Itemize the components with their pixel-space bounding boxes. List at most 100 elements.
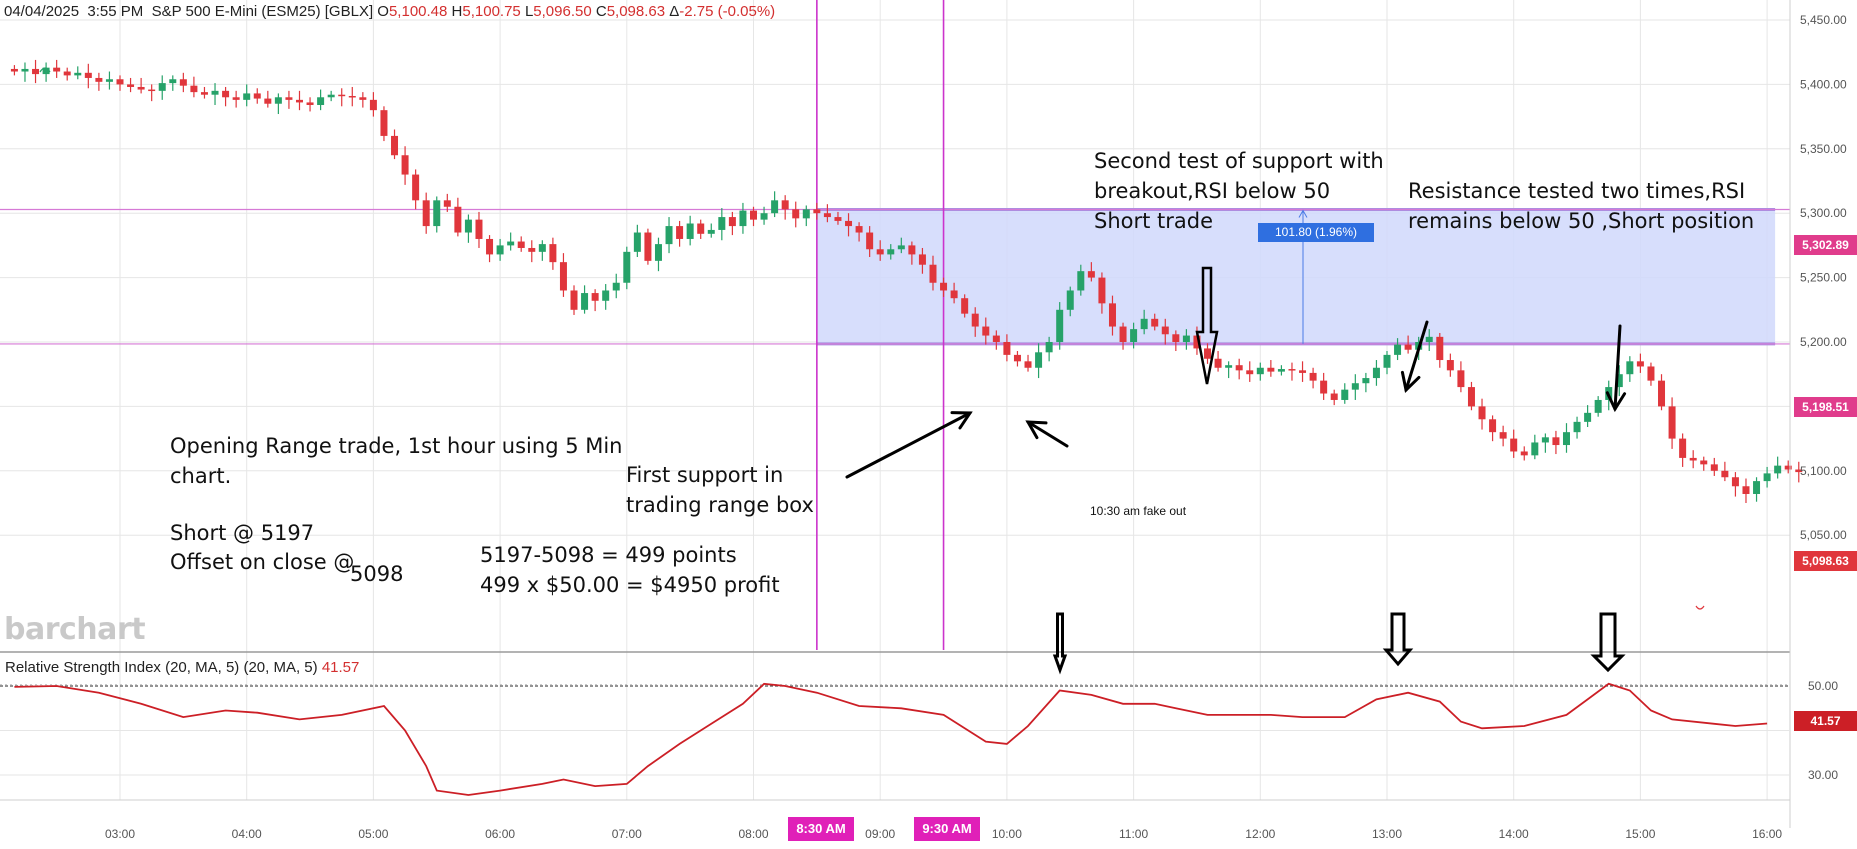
candle-up bbox=[1341, 389, 1349, 400]
candle-down bbox=[285, 97, 293, 100]
opening-range-note: Opening Range trade, 1st hour using 5 Mi… bbox=[170, 431, 623, 491]
candle-down bbox=[422, 200, 430, 227]
change-label: Δ bbox=[669, 3, 680, 20]
candle-down bbox=[32, 68, 40, 75]
candle-up bbox=[1531, 442, 1539, 456]
candle-down bbox=[53, 67, 61, 72]
second-test-note: Second test of support with breakout,RSI… bbox=[1094, 146, 1384, 236]
candle-down bbox=[697, 223, 705, 234]
candle-up bbox=[1077, 271, 1085, 291]
candle-up bbox=[243, 93, 251, 100]
low-marker bbox=[1695, 605, 1705, 610]
candle-down bbox=[940, 282, 948, 291]
resistance-test2-arrow bbox=[1613, 324, 1622, 411]
candle-up bbox=[1626, 361, 1634, 375]
candle-down bbox=[1288, 369, 1296, 371]
candle-up bbox=[538, 244, 546, 252]
candle-down bbox=[232, 97, 240, 100]
candle-up bbox=[612, 282, 620, 291]
candle-down bbox=[486, 238, 494, 255]
first-support-note: First support in trading range box bbox=[626, 460, 814, 520]
candle-down bbox=[1721, 470, 1729, 478]
candle-down bbox=[63, 71, 71, 76]
opening-range-line2: chart. bbox=[170, 464, 232, 488]
candle-down bbox=[222, 90, 230, 98]
candle-up bbox=[802, 209, 810, 219]
candle-up bbox=[211, 90, 219, 95]
candle-down bbox=[1235, 365, 1243, 371]
candle-down bbox=[1013, 354, 1021, 362]
fake-out-note: 10:30 am fake out bbox=[1090, 504, 1187, 518]
candle-up bbox=[581, 293, 589, 310]
candle-down bbox=[982, 326, 990, 336]
barchart-logo: barchart bbox=[4, 612, 146, 647]
candle-down bbox=[95, 77, 103, 82]
rsi-ma-label: (20, MA, 5) bbox=[243, 659, 318, 676]
candle-down bbox=[1204, 348, 1212, 359]
price-tick-label: 5,350.00 bbox=[1800, 142, 1847, 156]
candle-up bbox=[1615, 374, 1623, 388]
open-range-end-tag: 9:30 AM bbox=[914, 817, 980, 841]
candle-up bbox=[327, 94, 335, 98]
candle-up bbox=[760, 213, 768, 220]
candle-down bbox=[306, 102, 314, 106]
first-support-line1: First support in bbox=[626, 463, 784, 487]
candle-down bbox=[1658, 380, 1666, 407]
candle-up bbox=[274, 97, 282, 104]
candle-down bbox=[1679, 438, 1687, 458]
open-value: 5,100.48 bbox=[388, 3, 448, 20]
time-tick-label: 05:00 bbox=[358, 827, 388, 841]
candle-down bbox=[1193, 335, 1201, 349]
candle-up bbox=[739, 210, 747, 227]
candle-down bbox=[845, 220, 853, 227]
candle-down bbox=[295, 99, 303, 103]
price-tick-label: 5,300.00 bbox=[1800, 206, 1847, 220]
candle-down bbox=[1636, 361, 1644, 367]
price-tick-label: 5,050.00 bbox=[1800, 528, 1847, 542]
candle-down bbox=[1404, 344, 1412, 350]
resistance-price-tag: 5,302.89 bbox=[1794, 235, 1857, 255]
time-tick-label: 07:00 bbox=[612, 827, 642, 841]
high-label: H bbox=[451, 3, 463, 20]
candle-up bbox=[496, 245, 504, 255]
candle-up bbox=[433, 200, 441, 227]
candle-up bbox=[1573, 421, 1581, 433]
candle-down bbox=[1668, 406, 1676, 439]
candle-down bbox=[1436, 336, 1444, 361]
time-tick-label: 04:00 bbox=[232, 827, 262, 841]
range-measure-label: 101.80 (1.96%) bbox=[1258, 223, 1374, 242]
first-support-arrow-head bbox=[950, 411, 973, 430]
time-tick-label: 06:00 bbox=[485, 827, 515, 841]
candle-down bbox=[591, 293, 599, 301]
candle-down bbox=[1489, 419, 1497, 433]
candle-down bbox=[1151, 318, 1159, 327]
candle-down bbox=[148, 89, 156, 92]
candle-down bbox=[1299, 370, 1307, 373]
candle-down bbox=[1731, 477, 1739, 487]
candle-up bbox=[1056, 309, 1064, 342]
candle-up bbox=[1130, 329, 1138, 342]
rsi-arrow-1 bbox=[1052, 612, 1068, 675]
high-value: 5,100.75 bbox=[462, 3, 521, 20]
candle-down bbox=[823, 213, 831, 218]
candle-down bbox=[1003, 342, 1011, 355]
candle-up bbox=[105, 79, 113, 82]
candle-up bbox=[665, 226, 673, 245]
candle-down bbox=[1446, 360, 1454, 371]
rsi-arrow-3 bbox=[1590, 612, 1626, 673]
fake-out-arrow-head bbox=[1025, 420, 1048, 440]
low-value: 5,096.50 bbox=[533, 3, 592, 20]
quote-date: 04/04/2025 bbox=[4, 3, 80, 20]
time-tick-label: 16:00 bbox=[1752, 827, 1782, 841]
candle-up bbox=[1066, 290, 1074, 310]
candle-down bbox=[1520, 451, 1528, 456]
candle-down bbox=[1309, 372, 1317, 381]
candle-down bbox=[1161, 326, 1169, 335]
offset-note: Offset on close @ bbox=[170, 550, 355, 574]
candle-down bbox=[348, 95, 356, 98]
candle-down bbox=[1457, 370, 1465, 388]
candle-up bbox=[1225, 365, 1233, 368]
candle-up bbox=[654, 244, 662, 261]
price-tick-label: 5,400.00 bbox=[1800, 77, 1847, 91]
